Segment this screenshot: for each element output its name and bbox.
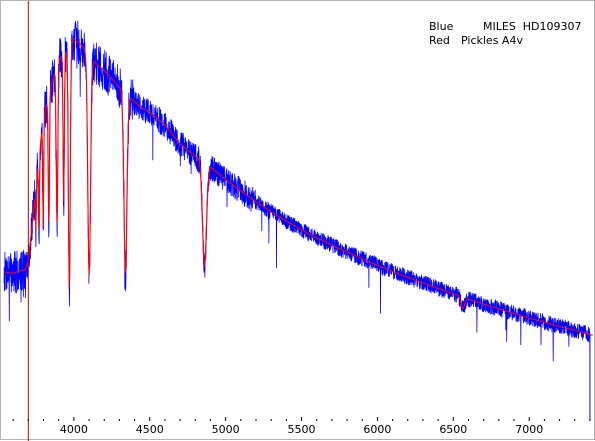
series-line-miles: [3, 20, 591, 362]
legend-blue-label: MILES HD109307: [483, 20, 582, 33]
legend: Blue MILES HD109307 Red Pickles A4v: [429, 20, 582, 47]
x-tick-label-5000: 5000: [212, 423, 240, 436]
x-tick-label-5500: 5500: [288, 423, 316, 436]
x-tick-label-6500: 6500: [439, 423, 467, 436]
x-axis-ticks: 4000 4500 5000 5500 6000 6500 7000: [12, 417, 591, 436]
x-tick-label-6000: 6000: [363, 423, 391, 436]
legend-blue-key: Blue: [429, 20, 454, 33]
x-tick-label-4500: 4500: [136, 423, 164, 436]
legend-red-key: Red: [429, 34, 450, 47]
series-line-pickles: [3, 38, 593, 336]
series-layer: [3, 20, 593, 421]
x-tick-label-7000: 7000: [515, 423, 543, 436]
legend-red-label: Pickles A4v: [461, 34, 523, 47]
x-tick-label-4000: 4000: [60, 423, 88, 436]
